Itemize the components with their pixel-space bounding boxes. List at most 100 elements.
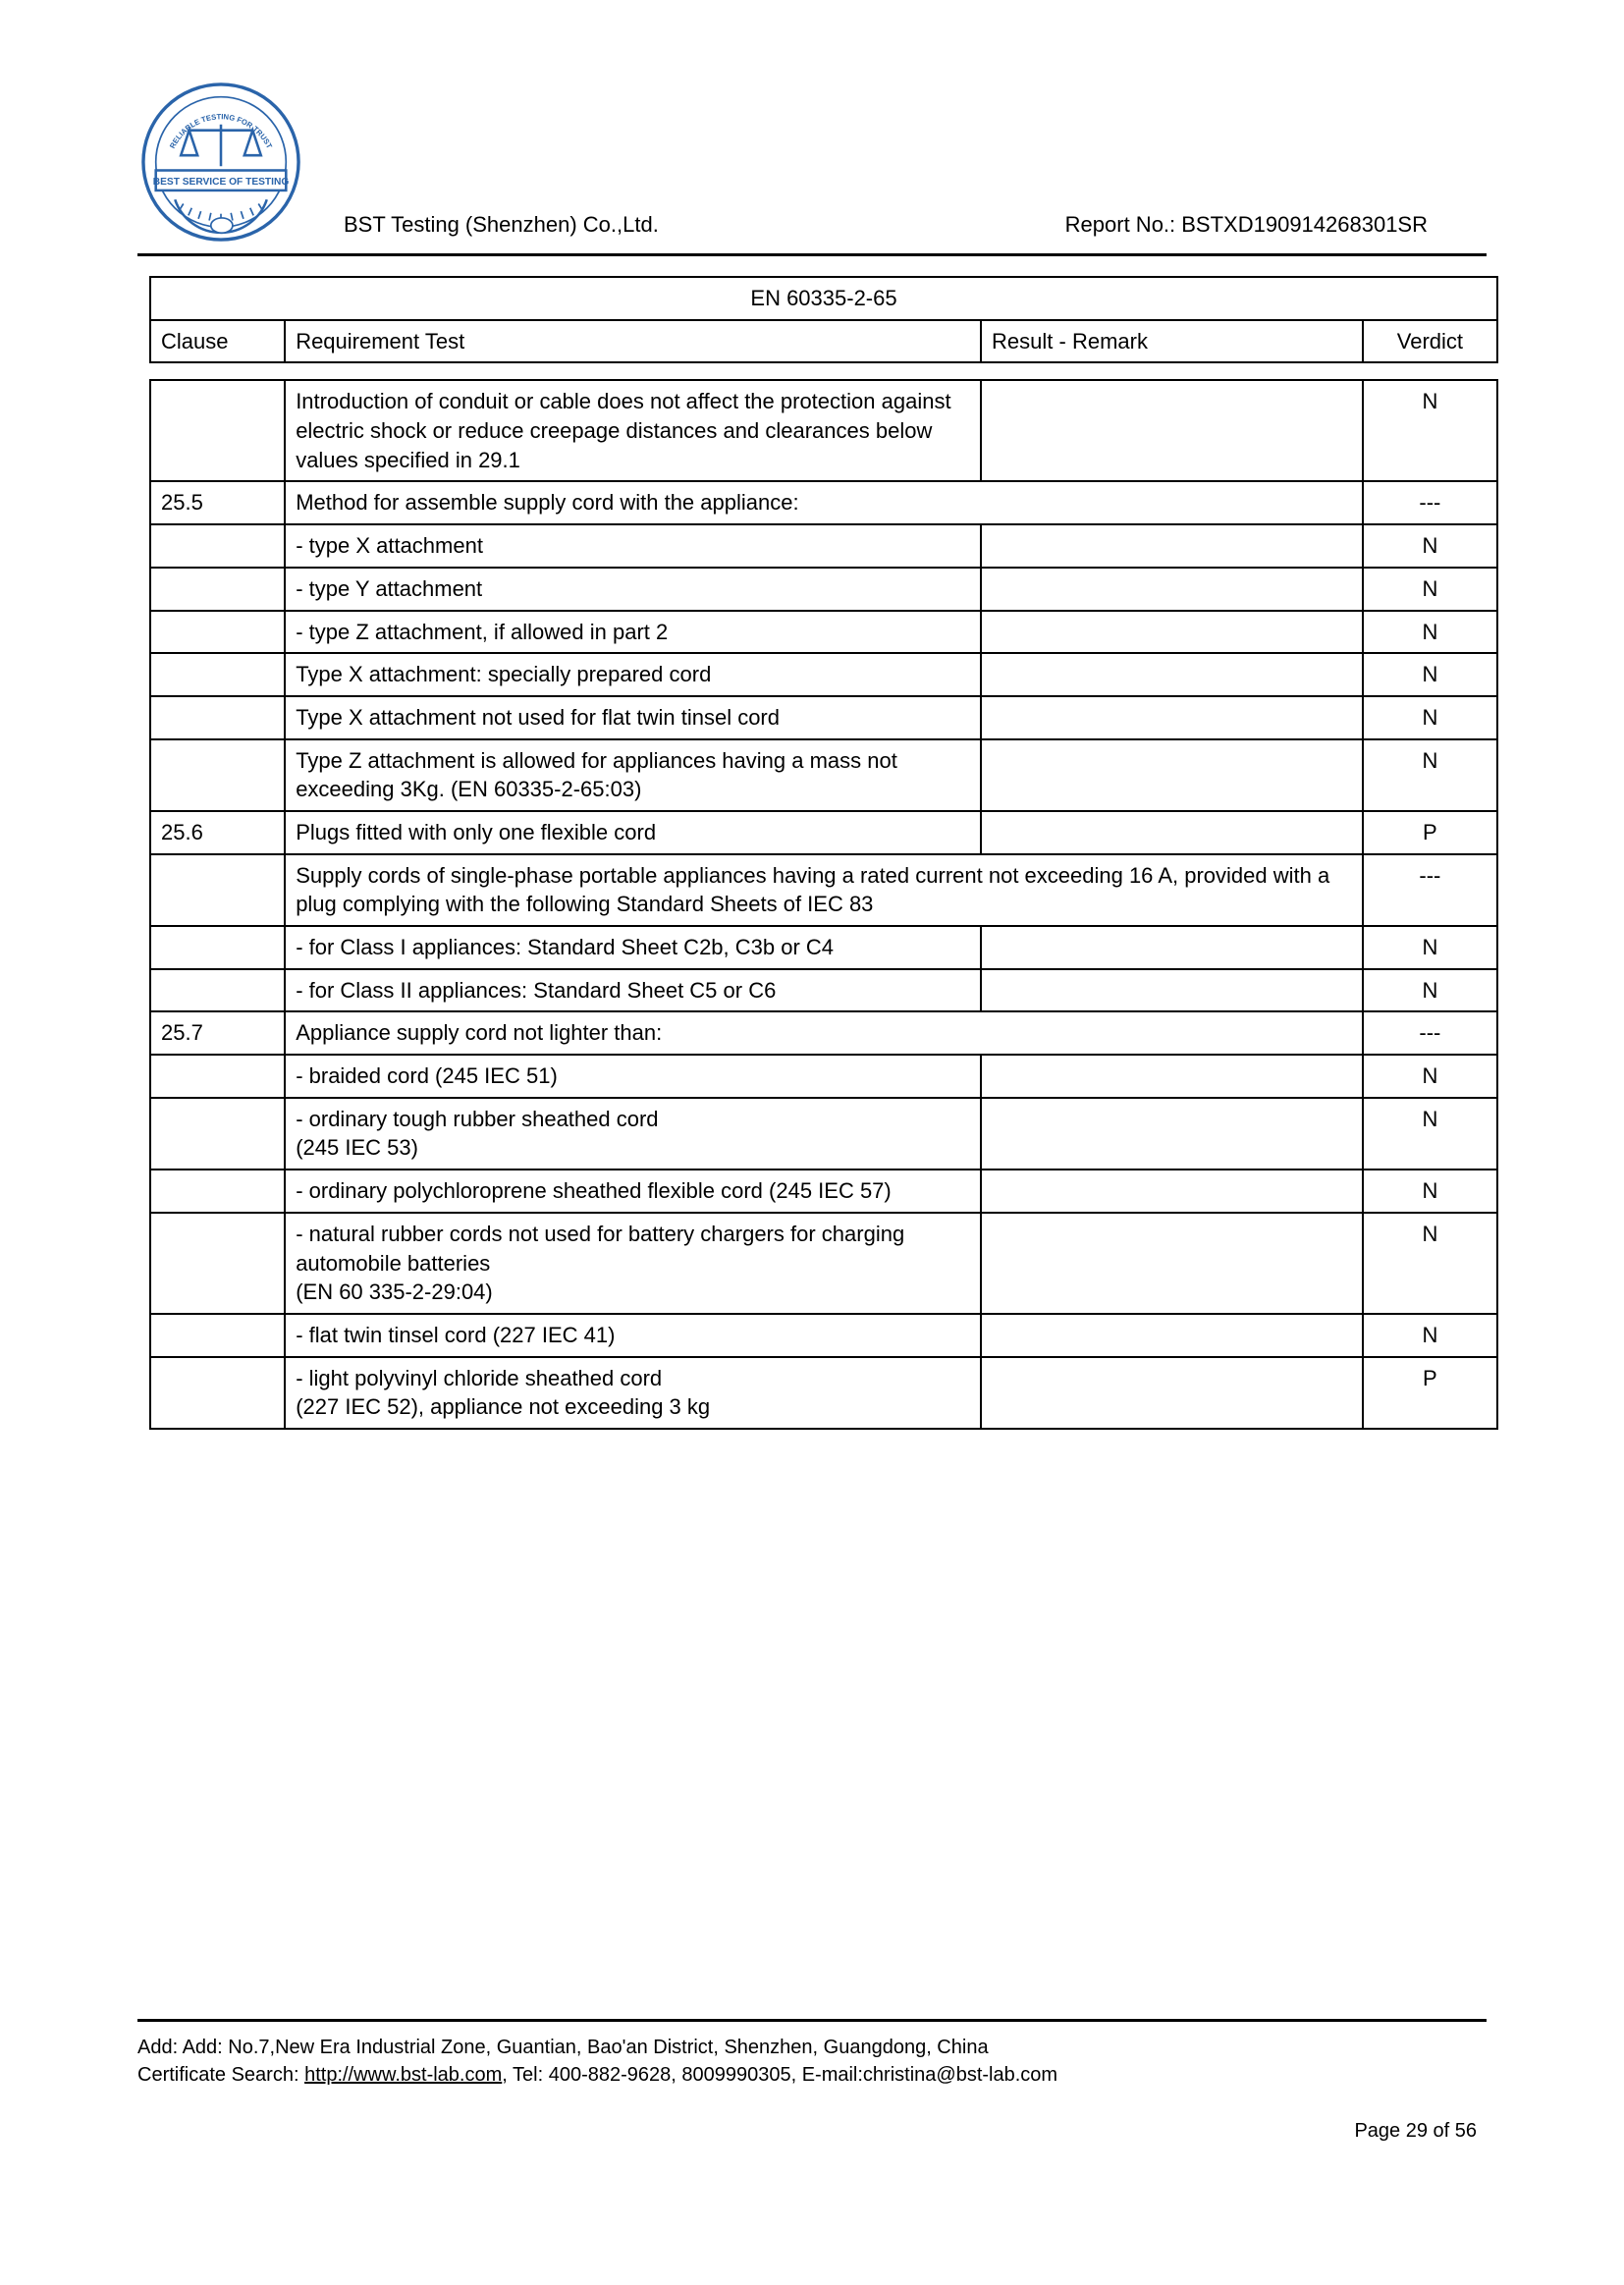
cell-verdict: N	[1363, 1170, 1497, 1213]
table-row: - type Y attachment N	[150, 568, 1497, 611]
cell-result	[981, 524, 1363, 568]
requirements-table: EN 60335-2-65 Clause Requirement Test Re…	[149, 276, 1498, 1430]
cell-verdict: N	[1363, 1213, 1497, 1314]
cell-verdict: N	[1363, 568, 1497, 611]
standard-title: EN 60335-2-65	[150, 277, 1497, 320]
cell-requirement: Introduction of conduit or cable does no…	[285, 380, 981, 481]
header-verdict: Verdict	[1363, 320, 1497, 363]
cell-verdict: N	[1363, 1098, 1497, 1170]
cell-clause	[150, 739, 285, 811]
cell-clause	[150, 653, 285, 696]
cell-verdict: ---	[1363, 1011, 1497, 1055]
cell-verdict: N	[1363, 524, 1497, 568]
company-logo: RELIABLE TESTING FOR TRUST BEST SERVICE …	[137, 79, 304, 245]
cell-clause	[150, 611, 285, 654]
cell-verdict: P	[1363, 811, 1497, 854]
cell-clause	[150, 1357, 285, 1429]
header-result: Result - Remark	[981, 320, 1363, 363]
cell-requirement: - for Class II appliances: Standard Shee…	[285, 969, 981, 1012]
table-row: Introduction of conduit or cable does no…	[150, 380, 1497, 481]
cell-result	[981, 380, 1363, 481]
cell-requirement: Method for assemble supply cord with the…	[285, 481, 1363, 524]
table-row: - light polyvinyl chloride sheathed cord…	[150, 1357, 1497, 1429]
cell-clause	[150, 1170, 285, 1213]
footer: Add: Add: No.7,New Era Industrial Zone, …	[137, 2019, 1487, 2089]
cell-requirement: Type X attachment: specially prepared co…	[285, 653, 981, 696]
cell-requirement: - flat twin tinsel cord (227 IEC 41)	[285, 1314, 981, 1357]
footer-contact-details: , Tel: 400-882-9628, 8009990305, E-mail:…	[502, 2064, 1057, 2086]
cell-clause: 25.7	[150, 1011, 285, 1055]
cell-requirement: Appliance supply cord not lighter than:	[285, 1011, 1363, 1055]
table-row: 25.7Appliance supply cord not lighter th…	[150, 1011, 1497, 1055]
cell-verdict: N	[1363, 380, 1497, 481]
svg-text:BEST SERVICE OF TESTING: BEST SERVICE OF TESTING	[153, 177, 290, 188]
cell-verdict: N	[1363, 969, 1497, 1012]
cell-result	[981, 1098, 1363, 1170]
cell-result	[981, 1314, 1363, 1357]
cell-verdict: N	[1363, 1055, 1497, 1098]
table-row: 25.5Method for assemble supply cord with…	[150, 481, 1497, 524]
cell-requirement: - ordinary tough rubber sheathed cord (2…	[285, 1098, 981, 1170]
cell-verdict: N	[1363, 696, 1497, 739]
cell-clause: 25.6	[150, 811, 285, 854]
footer-divider	[137, 2019, 1487, 2022]
table-row: - natural rubber cords not used for batt…	[150, 1213, 1497, 1314]
table-row: - braided cord (245 IEC 51) N	[150, 1055, 1497, 1098]
header-clause: Clause	[150, 320, 285, 363]
page-number: Page 29 of 56	[1354, 2120, 1477, 2143]
cell-requirement: Plugs fitted with only one flexible cord	[285, 811, 981, 854]
footer-link[interactable]: http://www.bst-lab.com	[304, 2064, 502, 2086]
cell-verdict: N	[1363, 926, 1497, 969]
footer-address: Add: Add: No.7,New Era Industrial Zone, …	[137, 2034, 1487, 2061]
cell-requirement: Type Z attachment is allowed for applian…	[285, 739, 981, 811]
cell-requirement: Type X attachment not used for flat twin…	[285, 696, 981, 739]
table-row: Type X attachment: specially prepared co…	[150, 653, 1497, 696]
cell-requirement: - type Z attachment, if allowed in part …	[285, 611, 981, 654]
header-requirement: Requirement Test	[285, 320, 981, 363]
cell-clause	[150, 568, 285, 611]
cell-result	[981, 1213, 1363, 1314]
cell-requirement: - light polyvinyl chloride sheathed cord…	[285, 1357, 981, 1429]
cell-result	[981, 926, 1363, 969]
cell-clause	[150, 1213, 285, 1314]
cell-clause	[150, 969, 285, 1012]
report-number: Report No.: BSTXD190914268301SR	[1065, 212, 1428, 238]
table-row: - type Z attachment, if allowed in part …	[150, 611, 1497, 654]
table-row: Type X attachment not used for flat twin…	[150, 696, 1497, 739]
table-row: - flat twin tinsel cord (227 IEC 41) N	[150, 1314, 1497, 1357]
footer-contact: Certificate Search: http://www.bst-lab.c…	[137, 2061, 1487, 2089]
cell-requirement: - braided cord (245 IEC 51)	[285, 1055, 981, 1098]
cell-result	[981, 1357, 1363, 1429]
table-title-row: EN 60335-2-65	[150, 277, 1497, 320]
cell-result	[981, 653, 1363, 696]
table-row: - for Class I appliances: Standard Sheet…	[150, 926, 1497, 969]
cell-requirement: - ordinary polychloroprene sheathed flex…	[285, 1170, 981, 1213]
cell-clause	[150, 926, 285, 969]
cell-result	[981, 811, 1363, 854]
cell-verdict: N	[1363, 1314, 1497, 1357]
cell-result	[981, 696, 1363, 739]
table-row: Supply cords of single-phase portable ap…	[150, 854, 1497, 926]
footer-cert-label: Certificate Search:	[137, 2064, 304, 2086]
cell-requirement: Supply cords of single-phase portable ap…	[285, 854, 1363, 926]
cell-result	[981, 739, 1363, 811]
cell-verdict: P	[1363, 1357, 1497, 1429]
table-header-row: Clause Requirement Test Result - Remark …	[150, 320, 1497, 363]
table-row: Type Z attachment is allowed for applian…	[150, 739, 1497, 811]
cell-verdict: N	[1363, 739, 1497, 811]
cell-clause	[150, 524, 285, 568]
cell-clause	[150, 1098, 285, 1170]
cell-clause	[150, 1314, 285, 1357]
cell-requirement: - for Class I appliances: Standard Sheet…	[285, 926, 981, 969]
cell-verdict: ---	[1363, 854, 1497, 926]
spacer-row	[150, 362, 1497, 380]
table-row: - ordinary polychloroprene sheathed flex…	[150, 1170, 1497, 1213]
cell-result	[981, 611, 1363, 654]
cell-verdict: ---	[1363, 481, 1497, 524]
cell-result	[981, 1055, 1363, 1098]
cell-clause	[150, 854, 285, 926]
header-divider	[137, 253, 1487, 256]
cell-requirement: - type Y attachment	[285, 568, 981, 611]
table-row: - for Class II appliances: Standard Shee…	[150, 969, 1497, 1012]
header: RELIABLE TESTING FOR TRUST BEST SERVICE …	[137, 79, 1487, 245]
